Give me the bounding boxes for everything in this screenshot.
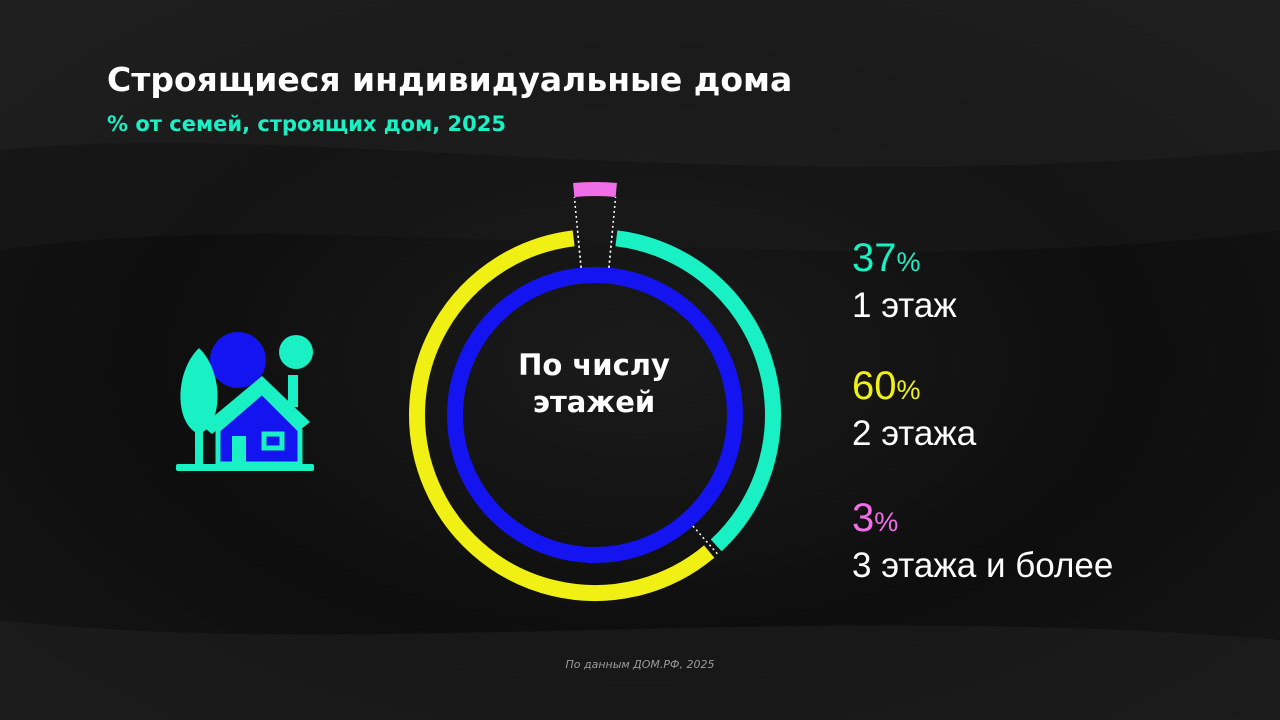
chart-subtitle: % от семей, строящих дом, 2025 <box>107 112 506 136</box>
house-icon-door <box>232 436 246 464</box>
house-icon-sun <box>279 335 313 369</box>
house-icon-tree <box>180 348 218 464</box>
exploded-slice-leader <box>573 196 582 268</box>
legend-percent-value: 3 <box>852 496 875 540</box>
legend-percent: 37% <box>852 236 1252 284</box>
donut-slice <box>409 230 715 601</box>
house-icon-ground <box>176 464 314 471</box>
chart-title: Строящиеся индивидуальные дома <box>107 60 793 99</box>
legend-percent: 3% <box>852 496 1252 544</box>
donut-chart <box>409 181 781 601</box>
background-wave <box>0 0 1280 167</box>
legend-percent-sign: % <box>896 375 921 405</box>
donut-slice <box>615 230 781 552</box>
legend-percent: 60% <box>852 364 1252 412</box>
exploded-slice-leader <box>608 196 617 268</box>
legend-label: 1 этаж <box>852 286 957 325</box>
house-icon-window <box>261 431 285 451</box>
donut-center-label: По числу этажей <box>518 348 670 419</box>
house-icon-bush <box>210 332 266 388</box>
legend-item: 60% 2 этажа <box>852 364 1252 456</box>
legend-percent-value: 37 <box>852 236 897 280</box>
slice-separator <box>692 525 719 556</box>
legend-item: 37% 1 этаж <box>852 236 1252 328</box>
background-wave <box>0 143 1280 252</box>
legend-percent-sign: % <box>896 247 921 277</box>
house-with-trees-icon <box>176 332 314 471</box>
legend-percent-value: 60 <box>852 364 897 408</box>
legend-label: 3 этажа и более <box>852 546 1114 585</box>
donut-slice <box>573 181 617 197</box>
legend-label: 2 этажа <box>852 414 977 453</box>
inner-ring <box>447 267 743 563</box>
source-note: По данным ДОМ.РФ, 2025 <box>565 658 715 671</box>
legend-percent-sign: % <box>874 507 899 537</box>
legend-item: 3% 3 этажа и более <box>852 496 1252 588</box>
background-wave <box>0 620 1280 720</box>
house-icon-chimney <box>288 375 298 407</box>
